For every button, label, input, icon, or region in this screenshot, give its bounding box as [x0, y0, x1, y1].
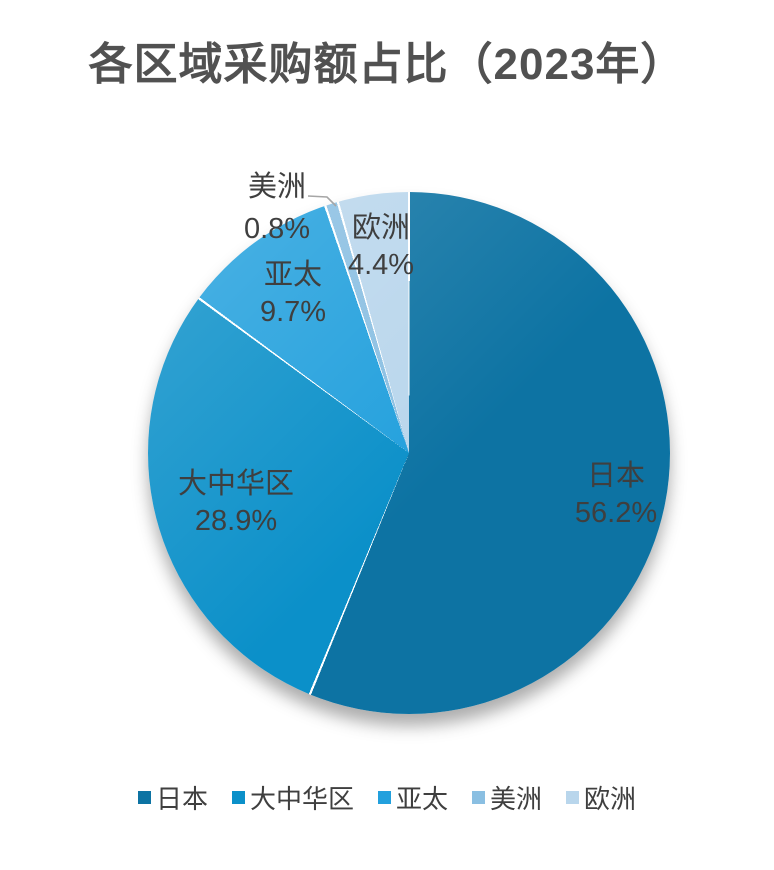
legend-label: 亚太: [395, 784, 448, 814]
slice-percent: 9.7%: [259, 296, 327, 328]
legend-marker-icon: [472, 791, 485, 804]
slice-name: 日本: [586, 459, 646, 492]
slice-label-japan: 日本 56.2%: [575, 458, 657, 532]
slice-label-apac: 亚太 9.7%: [260, 257, 326, 331]
legend-item-1: 大中华区: [231, 779, 354, 816]
slice-label-europe: 欧洲 4.4%: [348, 210, 414, 284]
legend-item-0: 日本: [137, 779, 208, 816]
slice-percent: 0.8%: [243, 213, 311, 245]
slice-label-greater-china: 大中华区 28.9%: [178, 466, 294, 540]
legend-item-2: 亚太: [377, 779, 448, 816]
slice-name: 亚太: [263, 258, 323, 291]
chart-title: 各区域采购额占比（2023年）: [88, 40, 686, 89]
slice-name: 大中华区: [177, 467, 295, 500]
legend-marker-icon: [231, 791, 245, 804]
legend-marker-icon: [377, 791, 391, 804]
legend-label: 欧洲: [584, 784, 637, 814]
leader-line-americas: [307, 195, 337, 207]
slice-percent: 28.9%: [194, 505, 278, 537]
pie: [148, 192, 670, 714]
legend: 日本 大中华区 亚太 美洲 欧洲: [0, 779, 774, 816]
slice-name: 美洲: [247, 170, 307, 203]
legend-marker-icon: [137, 791, 151, 804]
legend-label: 大中华区: [249, 784, 354, 814]
legend-label: 美洲: [490, 784, 543, 814]
legend-item-3: 美洲: [472, 779, 542, 816]
legend-label: 日本: [155, 784, 208, 814]
slice-label-americas: 美洲 0.8%: [244, 166, 310, 250]
slice-percent: 4.4%: [347, 249, 415, 281]
legend-item-4: 欧洲: [566, 779, 636, 816]
legend-marker-icon: [566, 791, 580, 804]
slice-percent: 56.2%: [574, 497, 658, 529]
slice-name: 欧洲: [351, 211, 411, 244]
